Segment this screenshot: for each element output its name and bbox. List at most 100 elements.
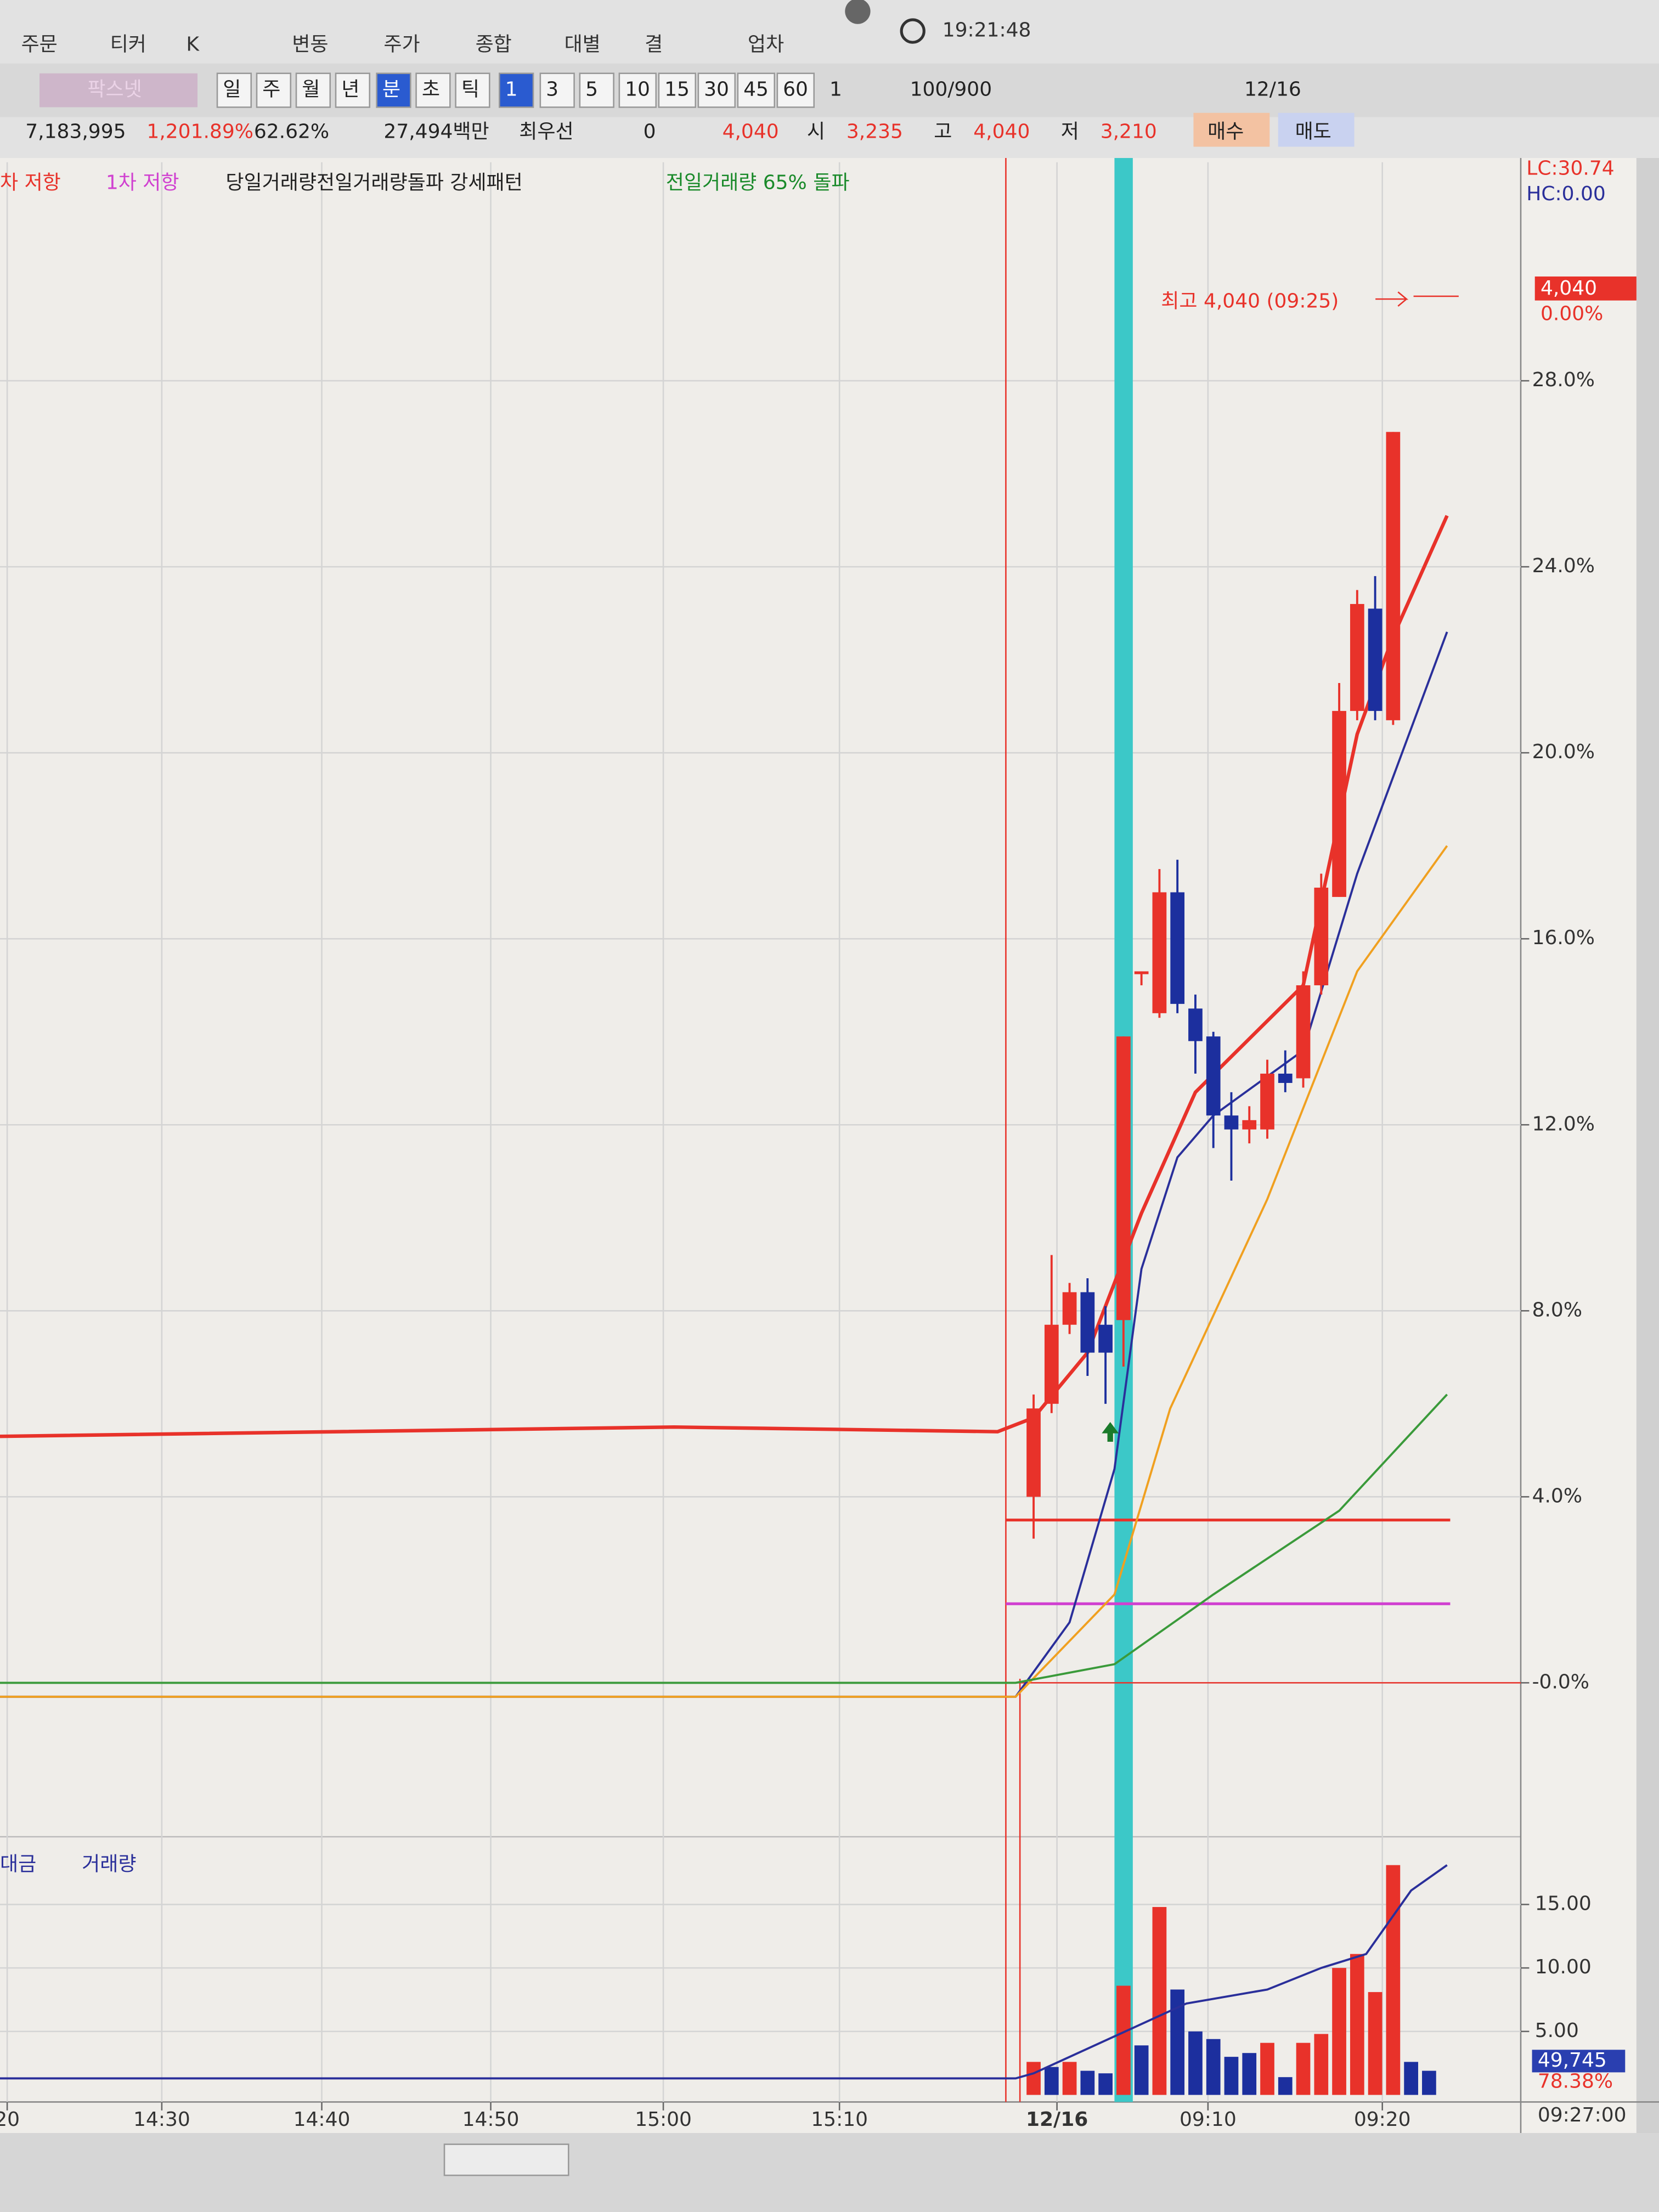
change-label: 0.00% xyxy=(1541,302,1603,325)
candle-body xyxy=(1134,971,1149,974)
volume-bar xyxy=(1224,2057,1239,2095)
y-tick-label: 28.0% xyxy=(1532,369,1595,391)
toolbar-button[interactable] xyxy=(658,72,697,108)
side-bar xyxy=(1636,158,1659,2133)
y-tick-label: -0.0% xyxy=(1532,1671,1589,1693)
menu-item[interactable]: 종합 xyxy=(476,33,512,55)
menu-item[interactable]: 대별 xyxy=(565,33,601,55)
dropdown-icon[interactable] xyxy=(845,0,871,24)
toolbar-item[interactable]: 3 xyxy=(546,78,558,101)
volume-bar xyxy=(1080,2070,1095,2095)
toolbar-button[interactable] xyxy=(737,72,776,108)
toolbar-button[interactable] xyxy=(579,72,614,108)
toolbar-item[interactable]: 틱 xyxy=(461,78,479,101)
menu-item[interactable]: K xyxy=(186,33,200,55)
toolbar-item[interactable]: 팍스넷 xyxy=(87,78,142,101)
toolbar-button[interactable] xyxy=(335,72,370,108)
volume-bar xyxy=(1152,1907,1167,2095)
toolbar-item[interactable]: 30 xyxy=(704,78,729,101)
toolbar-button[interactable] xyxy=(415,72,451,108)
toolbar-item[interactable]: 5 xyxy=(585,78,598,101)
scroll-thumb[interactable] xyxy=(443,2143,569,2176)
toolbar-item[interactable]: 1 xyxy=(505,78,518,101)
volume-bar xyxy=(1260,2042,1274,2095)
toolbar-item[interactable]: 초 xyxy=(422,78,440,101)
toolbar-button[interactable] xyxy=(256,72,291,108)
toolbar-button[interactable] xyxy=(376,72,411,108)
candle-body xyxy=(1188,1008,1203,1041)
y-tick-label: 24.0% xyxy=(1532,555,1595,577)
volume-bar xyxy=(1404,2062,1418,2095)
plot xyxy=(0,432,1521,2095)
indicator-legend: 당일거래량전일거래량돌파 강세패턴 xyxy=(225,171,522,194)
hc-label: HC:0.00 xyxy=(1526,183,1606,205)
toolbar-button[interactable] xyxy=(216,72,252,108)
menu-item[interactable]: 주문 xyxy=(21,33,58,55)
amount-label: 49,745 xyxy=(1538,2049,1607,2072)
y-tick-label: 5.00 xyxy=(1535,2019,1579,2042)
candle-body xyxy=(1044,1324,1059,1404)
toolbar-item[interactable]: 분 xyxy=(382,78,400,101)
candle-body xyxy=(1242,1120,1257,1130)
candle-body xyxy=(1260,1074,1274,1130)
volume-bar xyxy=(1422,2070,1436,2095)
x-tick-label: 14:30 xyxy=(133,2108,190,2131)
candle-body xyxy=(1170,892,1185,1004)
toolbar-item[interactable]: 월 xyxy=(302,78,320,101)
toolbar-button[interactable] xyxy=(295,72,331,108)
quote-item: 최우선 xyxy=(519,121,573,143)
toolbar-button[interactable] xyxy=(499,72,534,108)
indicator-line xyxy=(0,631,1448,1698)
volume-bar xyxy=(1278,2077,1293,2095)
volume-bar xyxy=(1098,2073,1113,2095)
quote-item[interactable]: 매수 xyxy=(1207,121,1244,143)
volume-bar xyxy=(1062,2062,1077,2095)
toolbar-button[interactable] xyxy=(618,72,657,108)
toolbar-item[interactable]: 60 xyxy=(783,78,808,101)
candle-body xyxy=(1332,710,1346,897)
volume-bar xyxy=(1206,2039,1221,2095)
toolbar-item[interactable]: 12/16 xyxy=(1244,78,1301,101)
y-tick-label: 20.0% xyxy=(1532,741,1595,763)
candle-body xyxy=(1368,608,1383,711)
candle-body xyxy=(1062,1292,1077,1325)
buy-button[interactable] xyxy=(1193,112,1270,147)
toolbar-item[interactable]: 일 xyxy=(223,78,241,101)
ratio-label: 78.38% xyxy=(1538,2070,1613,2092)
menu-item[interactable]: 티커 xyxy=(110,33,146,55)
sell-button[interactable] xyxy=(1278,112,1355,147)
volume-line xyxy=(0,1864,1448,2080)
toolbar-item[interactable]: 45 xyxy=(743,78,769,101)
toolbar-item[interactable]: 100/900 xyxy=(910,78,992,101)
candle-body xyxy=(1314,887,1329,985)
footer xyxy=(0,2133,1659,2212)
volume-bar xyxy=(1188,2031,1203,2095)
quote-item[interactable]: 매도 xyxy=(1295,121,1331,143)
volume-legend: 대금 xyxy=(0,1853,36,1875)
toolbar-item[interactable]: 년 xyxy=(341,78,359,101)
clock: 19:21:48 xyxy=(943,19,1031,42)
indicator-legend: 차 저항 xyxy=(0,171,61,194)
toolbar-button[interactable] xyxy=(697,72,736,108)
toolbar-item[interactable]: 1 xyxy=(830,78,842,101)
candle-body xyxy=(1080,1292,1095,1353)
menu-item[interactable]: 변동 xyxy=(292,33,328,55)
clock-icon xyxy=(900,18,926,44)
candle-body xyxy=(1206,1036,1221,1116)
toolbar-item[interactable]: 주 xyxy=(262,78,280,101)
quote-item: 1,201.89% xyxy=(146,121,253,143)
volume-bar xyxy=(1116,1985,1131,2095)
menu-item[interactable]: 결 xyxy=(645,33,663,55)
toolbar-item[interactable]: 15 xyxy=(664,78,690,101)
x-tick-label: 15:00 xyxy=(635,2108,692,2131)
toolbar-item[interactable]: 10 xyxy=(625,78,650,101)
toolbar-button[interactable] xyxy=(539,72,575,108)
menu-item[interactable]: 주가 xyxy=(383,33,420,55)
toolbar-button[interactable] xyxy=(455,72,490,108)
volume-bar xyxy=(1314,2034,1329,2095)
y-tick-label: 8.0% xyxy=(1532,1299,1582,1321)
x-tick-label: 09:10 xyxy=(1180,2108,1237,2131)
toolbar-button[interactable] xyxy=(776,72,815,108)
menu-item[interactable]: 업차 xyxy=(748,33,784,55)
